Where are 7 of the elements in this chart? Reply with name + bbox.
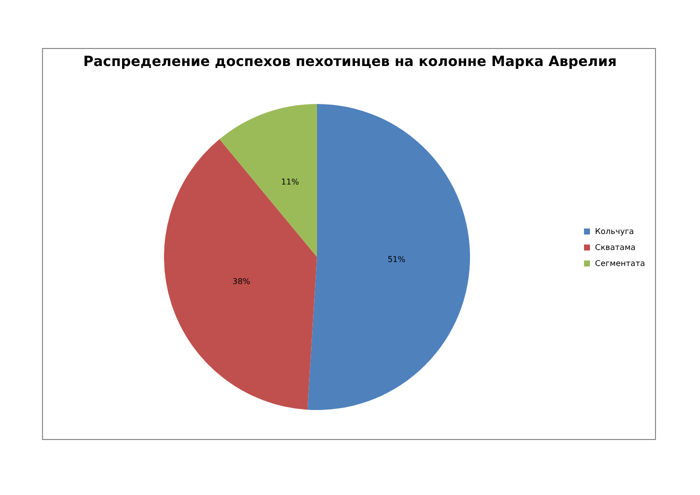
chart-title: Распределение доспехов пехотинцев на колонне Марка Аврелия <box>83 54 617 70</box>
legend-label: Сегментата <box>594 259 646 268</box>
legend-label: Скватама <box>594 243 636 252</box>
data-label: 51% <box>388 254 406 264</box>
data-label: 11% <box>281 178 300 187</box>
data-label: 38% <box>232 277 251 286</box>
legend-label: Кольчуга <box>594 227 634 236</box>
